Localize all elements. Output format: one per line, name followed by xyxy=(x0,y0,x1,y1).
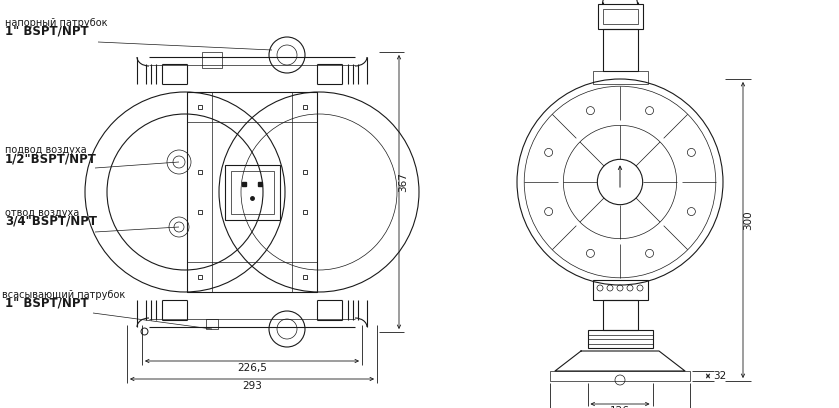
Bar xyxy=(602,300,638,330)
Bar xyxy=(206,319,218,329)
Bar xyxy=(225,164,279,220)
Text: всасывающий патрубок: всасывающий патрубок xyxy=(2,290,125,300)
Bar xyxy=(550,371,690,381)
Text: 32: 32 xyxy=(713,371,727,381)
Text: 367: 367 xyxy=(398,172,408,192)
Bar xyxy=(187,262,317,292)
Text: 226,5: 226,5 xyxy=(237,363,267,373)
Text: 3/4"BSPT/NPT: 3/4"BSPT/NPT xyxy=(5,215,97,228)
Text: подвод воздуха: подвод воздуха xyxy=(5,145,86,155)
Bar xyxy=(187,92,317,292)
Bar xyxy=(187,92,212,292)
Bar xyxy=(187,92,317,122)
Text: 1" BSPT/NPT: 1" BSPT/NPT xyxy=(5,25,89,38)
Bar xyxy=(231,171,274,213)
Text: 293: 293 xyxy=(242,381,262,391)
Bar xyxy=(602,9,638,24)
Text: 126: 126 xyxy=(610,406,630,408)
Text: 1" BSPT/NPT: 1" BSPT/NPT xyxy=(5,297,89,310)
Bar xyxy=(202,52,222,68)
Bar xyxy=(292,92,317,292)
Bar xyxy=(592,71,648,84)
Bar xyxy=(592,280,648,300)
Text: отвод воздуха: отвод воздуха xyxy=(5,208,79,218)
Text: 300: 300 xyxy=(743,211,753,230)
Text: 1/2"BSPT/NPT: 1/2"BSPT/NPT xyxy=(5,152,96,165)
Bar xyxy=(587,330,653,348)
Bar xyxy=(597,4,643,29)
Text: напорный патрубок: напорный патрубок xyxy=(5,18,107,28)
Bar xyxy=(602,29,638,71)
